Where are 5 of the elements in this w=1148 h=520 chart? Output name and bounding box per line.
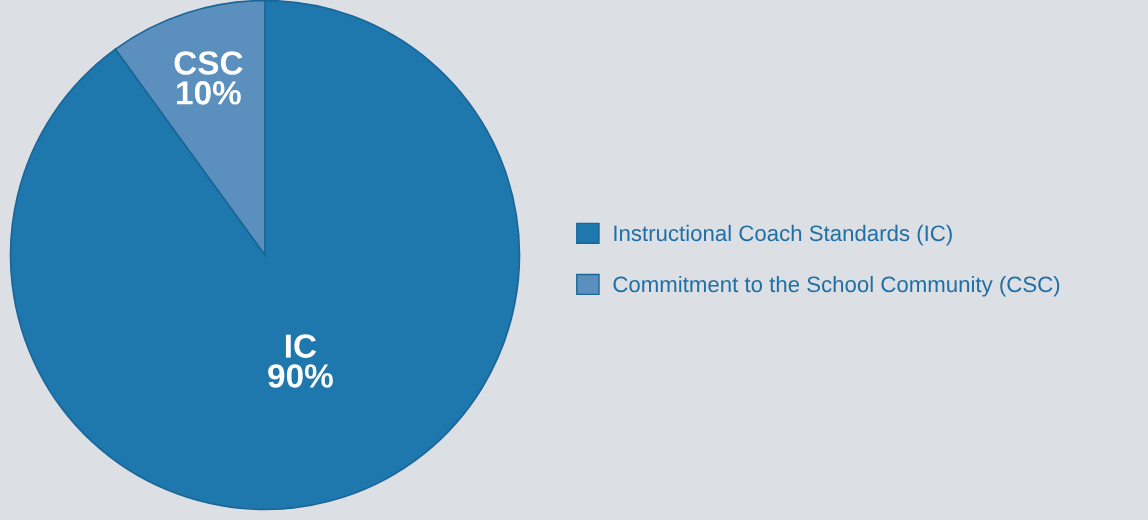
pie-slice [9,0,521,511]
legend-label: Commitment to the School Community (CSC) [613,275,1060,297]
legend-label: Instructional Coach Standards (IC) [614,224,952,246]
data-label: CSC 10% [174,51,243,105]
data-label: IC 90% [268,334,333,388]
